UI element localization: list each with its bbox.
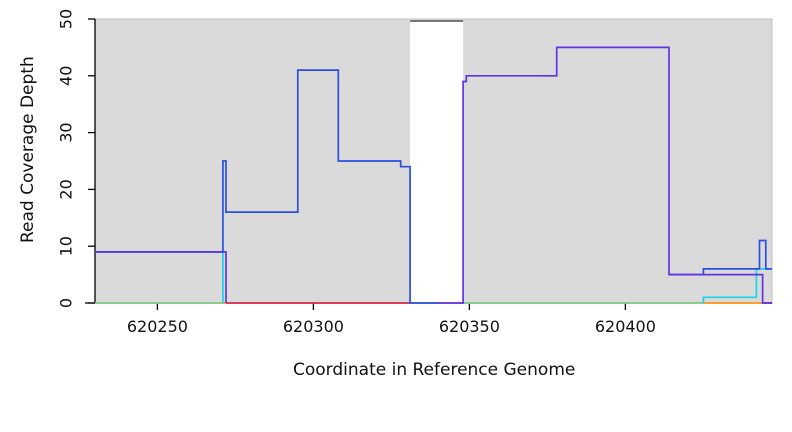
y-tick-label: 10 [57,236,76,256]
y-tick-label: 40 [57,66,76,86]
x-tick-label: 620250 [127,317,188,336]
series-unique-total [95,69,439,304]
y-tick-label: 30 [57,122,76,142]
series-unique-top [702,268,772,303]
y-tick-label: 0 [57,298,76,308]
x-tick-label: 620300 [283,317,344,336]
series-unique-bottom [438,46,772,304]
series-unique-bottom [95,251,227,303]
y-tick-label: 50 [57,9,76,29]
legend: unique totalunique topunique bottomrepea… [0,400,792,424]
x-tick-label: 620350 [439,317,500,336]
y-tick-label: 20 [57,179,76,199]
x-axis-title: Coordinate in Reference Genome [293,360,576,380]
offscale-band [410,20,464,303]
y-axis-title: Read Coverage Depth [18,56,38,243]
series-unique-total [669,239,772,276]
x-tick-label: 620400 [595,317,656,336]
